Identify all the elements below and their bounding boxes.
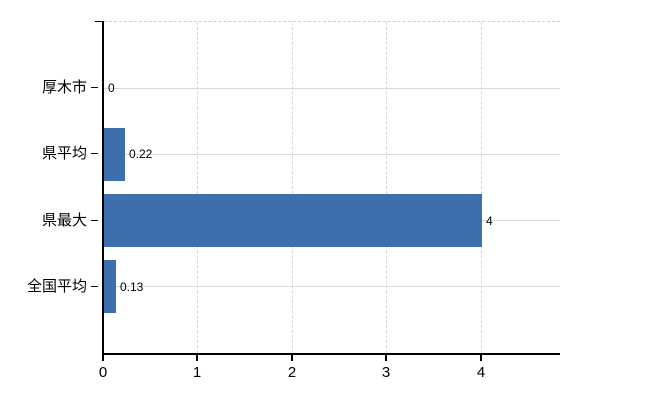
category-tick <box>91 219 98 221</box>
x-tick <box>102 355 104 361</box>
bar-value-label: 0.13 <box>120 279 144 294</box>
plot-top-border <box>104 21 560 22</box>
h-gridline <box>104 87 560 89</box>
category-tick <box>91 285 98 287</box>
category-tick <box>91 153 98 155</box>
x-axis <box>102 353 560 355</box>
x-tick-label: 3 <box>381 364 391 381</box>
h-gridline <box>104 153 560 155</box>
v-gridline <box>292 22 293 353</box>
category-label: 厚木市 <box>41 79 87 97</box>
x-tick <box>385 355 387 361</box>
x-tick-label: 4 <box>476 364 486 381</box>
x-tick <box>291 355 293 361</box>
x-tick-label: 2 <box>287 364 297 381</box>
bar <box>104 260 116 314</box>
bar-value-label: 4 <box>486 213 493 228</box>
v-gridline <box>386 22 387 353</box>
category-label: 県平均 <box>41 145 87 163</box>
plot-area: 0 0.22 4 0.13 <box>104 22 560 353</box>
category-tick <box>91 87 98 89</box>
y-axis <box>102 21 104 355</box>
bar <box>104 127 125 181</box>
category-label: 県最大 <box>41 211 87 229</box>
h-gridline <box>104 286 560 288</box>
bar <box>104 194 482 248</box>
bar-value-label: 0.22 <box>129 147 153 162</box>
x-tick-label: 0 <box>98 364 108 381</box>
bar-value-label: 0 <box>108 81 115 96</box>
x-tick-label: 1 <box>192 364 202 381</box>
x-tick <box>480 355 482 361</box>
category-label: 全国平均 <box>26 277 87 295</box>
x-tick <box>196 355 198 361</box>
v-gridline <box>197 22 198 353</box>
y-axis-top-tick <box>95 21 102 22</box>
v-gridline <box>481 22 482 353</box>
